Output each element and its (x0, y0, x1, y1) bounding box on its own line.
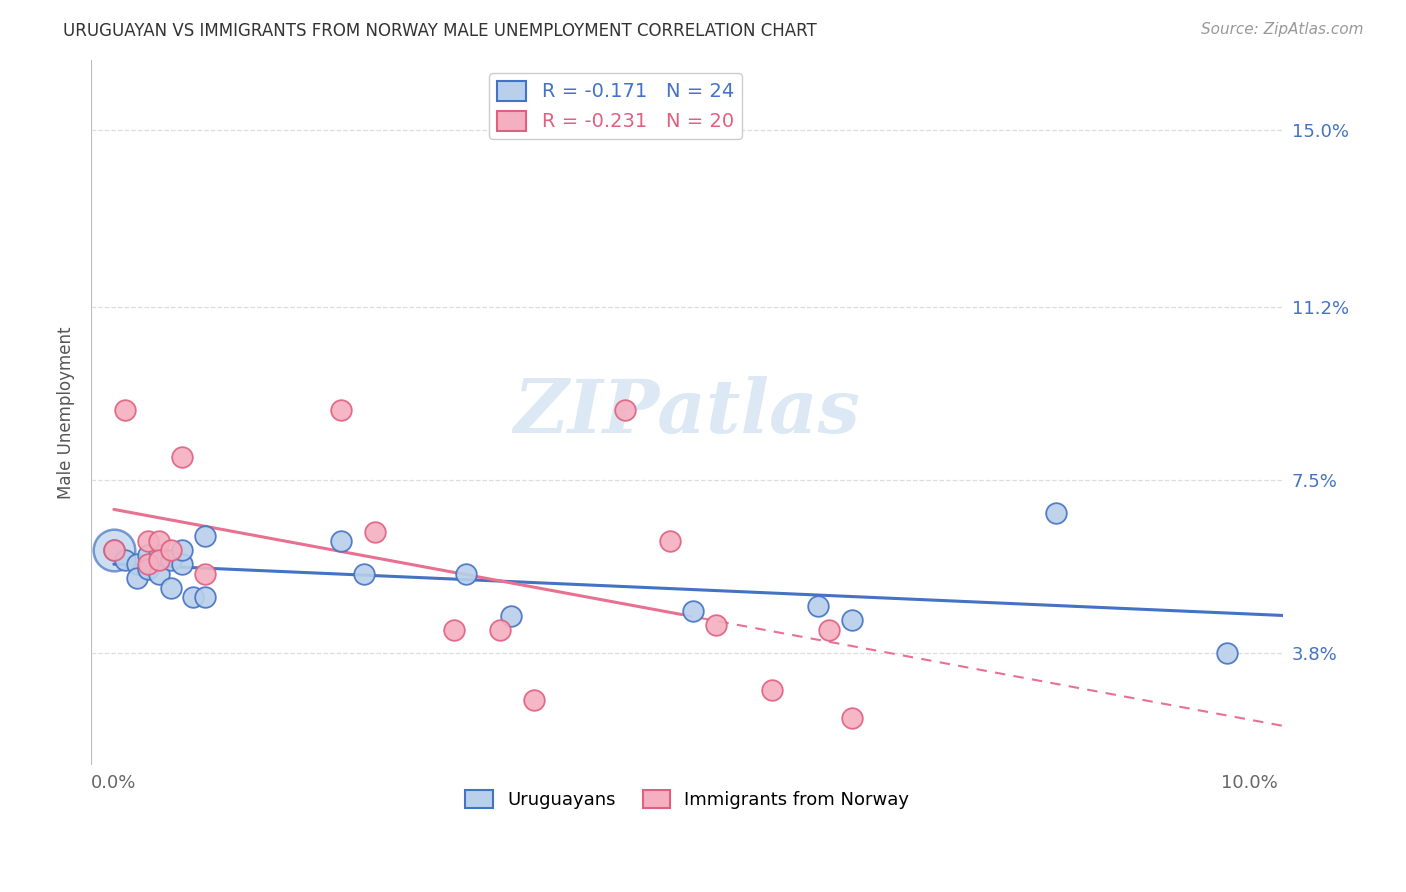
Point (103, 543, 125, 558)
Text: URUGUAYAN VS IMMIGRANTS FROM NORWAY MALE UNEMPLOYMENT CORRELATION CHART: URUGUAYAN VS IMMIGRANTS FROM NORWAY MALE… (63, 22, 817, 40)
Point (841, 613, 863, 627)
Point (501, 608, 523, 623)
Point (1215, 646, 1237, 660)
Text: Source: ZipAtlas.com: Source: ZipAtlas.com (1201, 22, 1364, 37)
Point (159, 552, 181, 566)
Point (136, 548, 159, 562)
Point (613, 403, 636, 417)
Point (329, 533, 352, 548)
Point (841, 711, 863, 725)
Point (682, 604, 704, 618)
Point (523, 693, 546, 707)
Point (183, 590, 205, 604)
Point (194, 566, 217, 581)
Point (807, 599, 830, 614)
Point (159, 543, 181, 558)
Point (136, 562, 159, 576)
Point (1045, 506, 1067, 520)
Point (136, 533, 159, 548)
Point (125, 558, 148, 572)
Legend: Uruguayans, Immigrants from Norway: Uruguayans, Immigrants from Norway (458, 782, 917, 816)
Point (103, 543, 125, 558)
Point (148, 548, 170, 562)
Point (443, 623, 465, 637)
Point (659, 533, 682, 548)
Point (159, 581, 181, 595)
Point (148, 533, 170, 548)
Text: ZIPatlas: ZIPatlas (513, 376, 860, 449)
Point (329, 403, 352, 417)
Point (489, 623, 512, 637)
Point (454, 566, 477, 581)
Point (353, 566, 375, 581)
Point (148, 552, 170, 566)
Point (125, 571, 148, 585)
Point (194, 529, 217, 543)
Point (114, 403, 136, 417)
Point (170, 450, 193, 464)
Point (170, 558, 193, 572)
Point (761, 683, 783, 698)
Point (194, 590, 217, 604)
Point (704, 618, 727, 632)
Y-axis label: Male Unemployment: Male Unemployment (58, 326, 75, 499)
Point (103, 543, 125, 558)
Point (170, 543, 193, 558)
Point (364, 524, 387, 539)
Point (114, 552, 136, 566)
Point (818, 623, 841, 637)
Point (148, 566, 170, 581)
Point (136, 558, 159, 572)
